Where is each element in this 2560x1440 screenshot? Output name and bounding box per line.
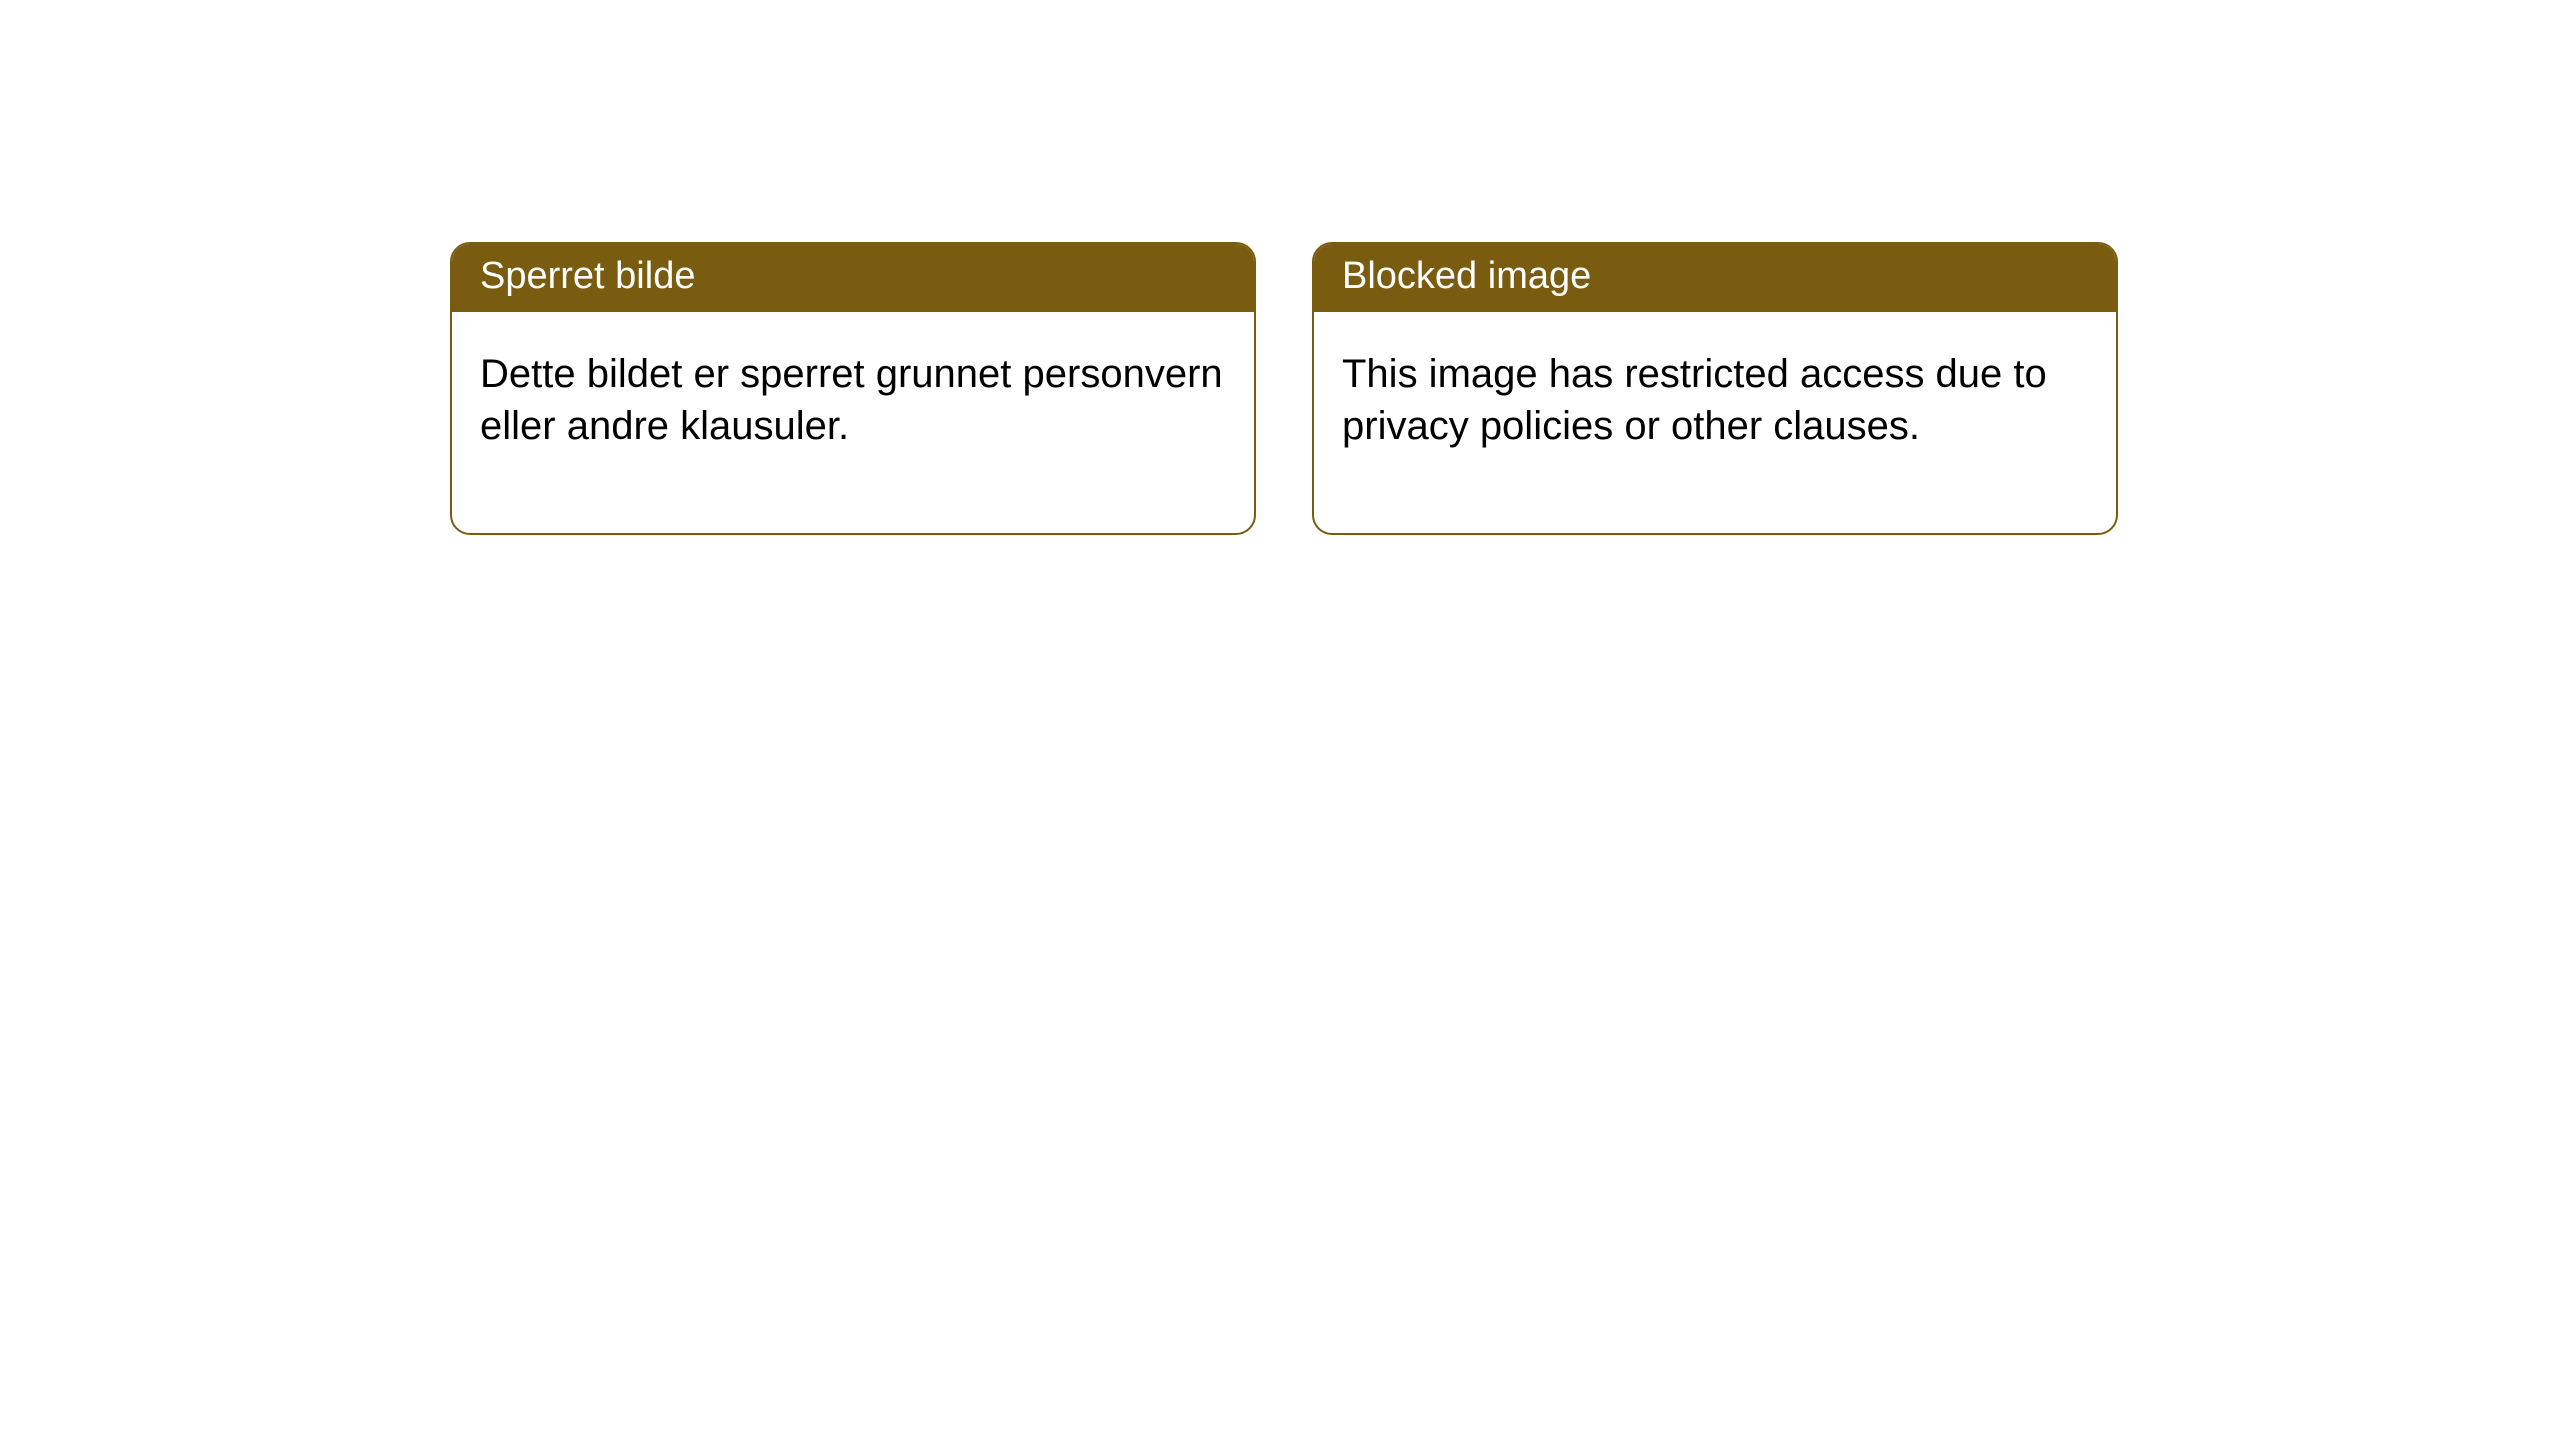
notice-body: This image has restricted access due to … <box>1314 312 2116 534</box>
notice-body: Dette bildet er sperret grunnet personve… <box>452 312 1254 534</box>
notice-container: Sperret bilde Dette bildet er sperret gr… <box>0 0 2560 535</box>
notice-header: Sperret bilde <box>452 244 1254 312</box>
notice-header: Blocked image <box>1314 244 2116 312</box>
notice-card-norwegian: Sperret bilde Dette bildet er sperret gr… <box>450 242 1256 535</box>
notice-card-english: Blocked image This image has restricted … <box>1312 242 2118 535</box>
